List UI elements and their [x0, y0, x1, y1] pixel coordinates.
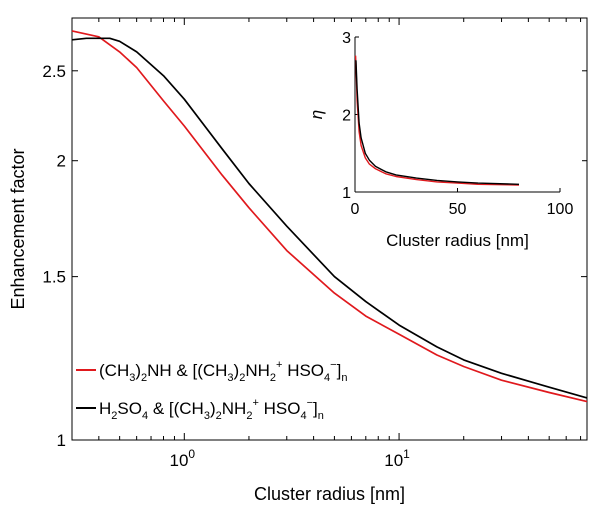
legend-text-part: (CH: [99, 361, 129, 380]
legend-text-part: ]: [337, 361, 342, 380]
y-tick-label: 1: [57, 431, 66, 450]
x-tick-base: 10: [384, 451, 403, 470]
inset-series-line-2: [354, 59, 520, 185]
legend-label-1: (CH3)2NH & [(CH3)2NH2+ HSO4−]n: [99, 359, 347, 384]
legend-text-part: n: [341, 372, 347, 384]
x-tick-exponent: 0: [188, 447, 195, 461]
legend-text-part: SO: [117, 399, 142, 418]
inset-x-axis-title: Cluster radius [nm]: [386, 231, 529, 250]
legend-text-part: ]: [313, 399, 318, 418]
legend-text-part: 3: [204, 410, 210, 422]
inset-x-tick-label: 100: [547, 201, 574, 218]
legend-text-part: 4: [324, 372, 330, 384]
legend-text-part: 2: [270, 372, 276, 384]
legend-text-part: 2: [111, 410, 117, 422]
x-tick-label: 101: [384, 447, 410, 470]
inset-x-tick-label: 0: [351, 201, 360, 218]
x-tick-exponent: 1: [403, 447, 410, 461]
legend-label-2: H2SO4 & [(CH3)2NH2+ HSO4−]n: [99, 397, 324, 422]
inset-y-axis-title: η: [307, 110, 326, 119]
legend-text-part: ): [135, 361, 141, 380]
legend-text-part: 2: [246, 410, 252, 422]
legend-text-part: +: [276, 359, 282, 371]
legend-text-part: HSO: [259, 399, 301, 418]
series-line-2: [71, 37, 588, 399]
plot-frame: [71, 17, 588, 441]
legend-text-part: NH: [245, 361, 270, 380]
y-tick-label: 2: [57, 152, 66, 171]
legend-text-part: 2: [216, 410, 222, 422]
legend-text-part: HSO: [282, 361, 324, 380]
legend-text-part: 2: [141, 372, 147, 384]
legend-text-part: NH: [222, 399, 247, 418]
inset-x-tick-label: 50: [449, 201, 467, 218]
legend-text-part: 3: [129, 372, 135, 384]
legend-text-part: & [(CH: [148, 399, 204, 418]
y-tick-label: 1.5: [42, 268, 66, 287]
legend-text-part: −: [330, 359, 336, 371]
legend-text-part: +: [252, 397, 258, 409]
legend-text-part: −: [307, 397, 313, 409]
inset-y-tick-label: 2: [342, 108, 351, 125]
legend-text-part: ): [234, 361, 240, 380]
inset-background: [346, 26, 582, 258]
legend-text-part: 3: [227, 372, 233, 384]
x-tick-label: 100: [169, 447, 195, 470]
legend-text-part: H: [99, 399, 111, 418]
y-axis-title: Enhancement factor: [8, 148, 28, 309]
legend-text-part: 4: [300, 410, 306, 422]
legend-text-part: 2: [239, 372, 245, 384]
legend-text-part: n: [318, 410, 324, 422]
x-tick-base: 10: [169, 451, 188, 470]
x-axis-title: Cluster radius [nm]: [254, 484, 405, 504]
legend-text-part: ): [210, 399, 216, 418]
inset-y-tick-label: 3: [342, 30, 351, 47]
inset-y-tick-label: 1: [342, 185, 351, 202]
legend-text-part: 4: [142, 410, 148, 422]
series-line-1: [71, 30, 588, 403]
legend-text-part: NH & [(CH: [147, 361, 227, 380]
y-tick-label: 2.5: [42, 62, 66, 81]
